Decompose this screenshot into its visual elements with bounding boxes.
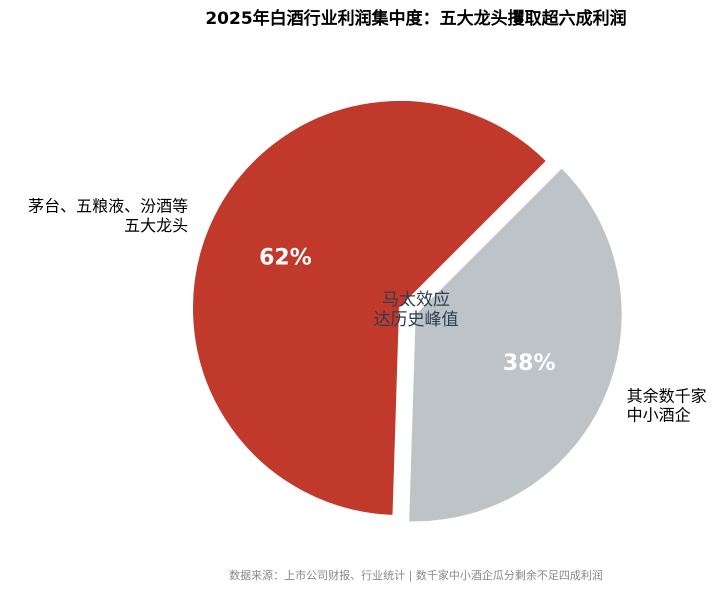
slice-label: 其余数千家中小酒企 [627, 386, 707, 424]
annotation: 马太效应达历史峰值 [374, 290, 459, 330]
pie-slice [407, 165, 624, 524]
value-label: 62% [259, 245, 312, 270]
pie: 62% 茅台、五粮液、汾酒等五大龙头 38% 其余数千家中小酒企 [28, 99, 707, 524]
source-note: 数据来源：上市公司财报、行业统计 | 数千家中小酒企瓜分剩余不足四成利润 [229, 568, 603, 582]
value-label: 38% [503, 351, 556, 376]
slice-label: 茅台、五粮液、汾酒等五大龙头 [28, 196, 188, 234]
chart-title: 2025年白酒行业利润集中度：五大龙头攫取超六成利润 [205, 8, 626, 29]
pie-slice [191, 99, 549, 517]
